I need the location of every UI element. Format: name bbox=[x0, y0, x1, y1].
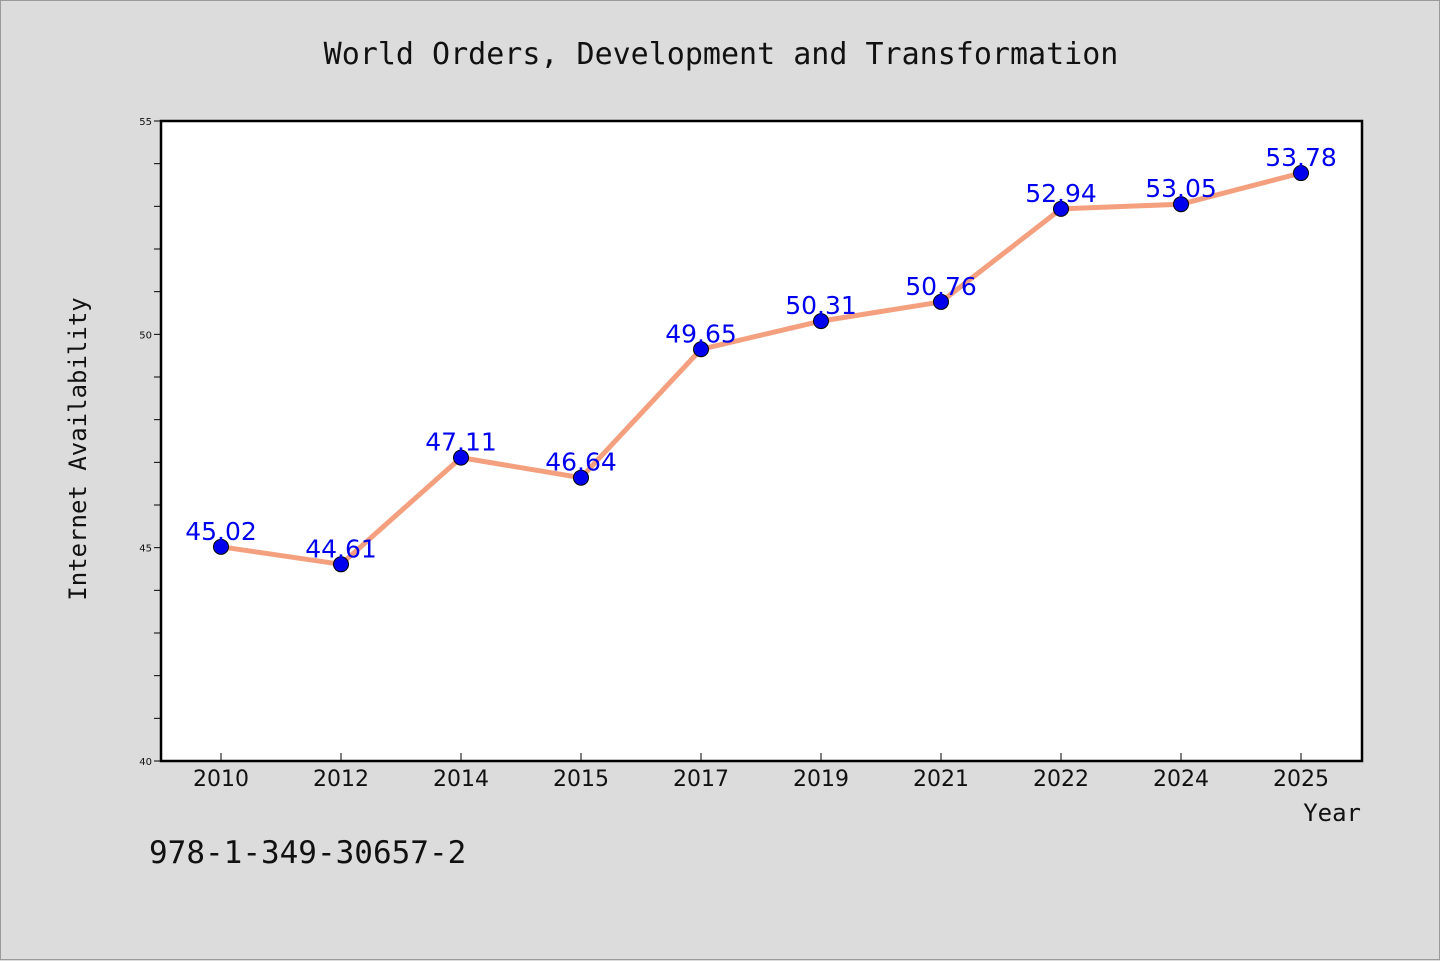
series-line-group bbox=[218, 170, 1304, 567]
chart-title: World Orders, Development and Transforma… bbox=[324, 37, 1119, 72]
y-axis: 40 45 50 55 bbox=[139, 117, 161, 768]
x-tick-label: 2019 bbox=[793, 767, 849, 792]
data-label: 50.76 bbox=[905, 272, 977, 301]
data-point bbox=[453, 449, 469, 466]
data-labels-group: 45.02 44.61 47.11 46.64 49.65 50.31 50.76 52.94… bbox=[185, 143, 1337, 563]
x-axis: 2010 2012 2014 2015 2017 2019 2021 2022 2024 2025 bbox=[193, 753, 1329, 792]
data-label: 45.02 bbox=[185, 517, 257, 546]
data-point bbox=[693, 341, 709, 358]
data-label: 46.64 bbox=[545, 448, 617, 477]
data-point bbox=[333, 556, 349, 573]
data-label: 50.31 bbox=[785, 291, 857, 320]
x-tick-label: 2021 bbox=[913, 767, 969, 792]
x-tick-label: 2022 bbox=[1033, 767, 1089, 792]
data-point bbox=[573, 469, 589, 486]
plot-area bbox=[159, 119, 1364, 763]
data-label: 52.94 bbox=[1025, 179, 1097, 208]
x-tick-label: 2014 bbox=[433, 767, 489, 792]
data-label: 49.65 bbox=[665, 319, 737, 348]
markers-group bbox=[213, 165, 1309, 573]
y-tick-label: 45 bbox=[139, 544, 152, 555]
data-point bbox=[933, 293, 949, 310]
x-tick-label: 2012 bbox=[313, 767, 369, 792]
x-axis-label: Year bbox=[1303, 799, 1361, 827]
y-tick-label: 50 bbox=[139, 330, 152, 341]
data-point bbox=[213, 538, 229, 555]
x-tick-label: 2015 bbox=[553, 767, 609, 792]
data-point bbox=[1053, 200, 1069, 217]
data-label: 47.11 bbox=[425, 428, 497, 457]
data-label: 44.61 bbox=[305, 534, 377, 563]
x-tick-label: 2024 bbox=[1153, 767, 1209, 792]
data-point bbox=[813, 313, 829, 330]
isbn-text: 978-1-349-30657-2 bbox=[149, 835, 467, 871]
y-tick-label: 55 bbox=[139, 117, 152, 128]
x-tick-label: 2025 bbox=[1273, 767, 1329, 792]
x-tick-label: 2010 bbox=[193, 767, 249, 792]
series-line bbox=[218, 170, 1304, 567]
data-label: 53.05 bbox=[1145, 174, 1217, 203]
x-tick-label: 2017 bbox=[673, 767, 729, 792]
y-axis-label: Internet Availability bbox=[64, 297, 92, 600]
data-label: 53.78 bbox=[1265, 143, 1337, 172]
y-tick-label: 40 bbox=[139, 757, 152, 768]
data-point bbox=[1293, 165, 1309, 182]
data-point bbox=[1173, 196, 1189, 213]
